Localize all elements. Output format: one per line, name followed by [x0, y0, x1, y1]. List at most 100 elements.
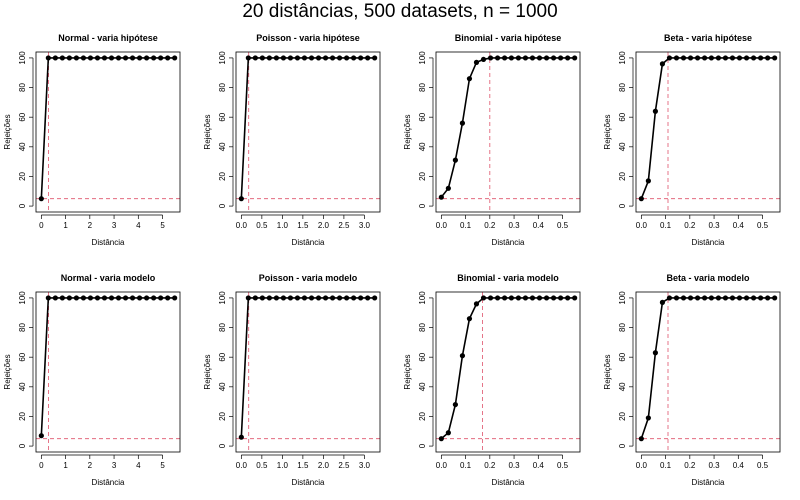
data-point — [729, 295, 736, 301]
data-point — [522, 295, 529, 301]
data-point — [445, 430, 451, 436]
data-point — [466, 316, 473, 322]
data-point — [273, 295, 280, 301]
y-tick-label: 80 — [418, 323, 427, 332]
data-point — [459, 353, 466, 359]
x-tick-label: 0.5 — [256, 461, 268, 470]
data-point — [702, 295, 708, 301]
data-point — [722, 295, 729, 301]
x-tick-label: 0.0 — [236, 221, 248, 230]
data-point — [158, 55, 164, 61]
data-point — [129, 55, 136, 61]
data-point — [750, 295, 757, 301]
x-tick-label: 0.3 — [508, 221, 520, 230]
y-tick-label: 20 — [418, 411, 427, 420]
data-point — [708, 295, 714, 301]
data-point — [66, 295, 73, 301]
data-point — [238, 196, 244, 202]
y-tick-label: 60 — [618, 352, 627, 361]
y-tick-label: 100 — [218, 291, 227, 305]
data-point — [122, 55, 129, 61]
chart-title: Poisson - varia modelo — [259, 273, 358, 283]
data-point — [694, 295, 701, 301]
x-tick-label: 2.0 — [318, 221, 330, 230]
data-point — [772, 55, 778, 61]
data-point — [45, 295, 51, 301]
data-point — [736, 295, 743, 301]
x-tick-label: 0.5 — [557, 221, 569, 230]
y-axis-label: Rejeições — [203, 354, 212, 389]
x-tick-label: 0.0 — [236, 461, 248, 470]
data-point — [315, 295, 322, 301]
x-axis-label: Distância — [92, 238, 125, 247]
data-point — [687, 295, 694, 301]
y-tick-label: 20 — [218, 171, 227, 180]
data-point — [308, 295, 315, 301]
data-point — [280, 55, 287, 61]
data-point — [358, 295, 364, 301]
data-point — [508, 55, 514, 61]
chart-title: Beta - varia hipótese — [664, 33, 752, 43]
data-point — [659, 299, 666, 305]
x-tick-label: 0.4 — [533, 221, 545, 230]
x-tick-label: 0.0 — [636, 221, 648, 230]
data-point — [66, 55, 73, 61]
x-axis-label: Distância — [292, 238, 325, 247]
data-point — [151, 295, 157, 301]
chart-panel-5: Normal - varia modelo 0 1 2 3 4 5 Distância 0 20 4… — [3, 273, 181, 487]
x-tick-label: 0.4 — [733, 221, 745, 230]
data-point — [301, 295, 308, 301]
plot-frame — [235, 291, 381, 453]
y-tick-label: 40 — [618, 382, 627, 391]
data-point — [558, 55, 564, 61]
x-tick-label: 0.2 — [484, 221, 496, 230]
data-point — [238, 434, 244, 440]
data-point — [52, 295, 58, 301]
data-point — [480, 56, 487, 63]
data-point — [294, 295, 301, 301]
data-point — [708, 55, 714, 61]
data-point — [259, 295, 265, 301]
y-tick-label: 80 — [18, 83, 27, 92]
x-axis-label: Distância — [92, 478, 125, 487]
data-point — [87, 295, 94, 301]
data-point — [487, 295, 494, 301]
y-axis-label: Rejeições — [3, 114, 12, 149]
x-axis-label: Distância — [292, 478, 325, 487]
data-point — [452, 401, 458, 408]
y-tick-label: 40 — [218, 382, 227, 391]
x-tick-label: 1.0 — [277, 221, 289, 230]
x-tick-label: 1.5 — [297, 221, 309, 230]
x-tick-label: 3 — [112, 461, 117, 470]
data-point — [572, 55, 578, 61]
data-point — [659, 61, 666, 67]
y-tick-label: 20 — [218, 411, 227, 420]
data-point — [452, 157, 458, 163]
data-point — [101, 295, 108, 301]
x-tick-label: 0.1 — [660, 221, 672, 230]
data-point — [365, 295, 371, 301]
data-point — [694, 55, 701, 61]
data-point — [758, 55, 764, 61]
plot-frame — [235, 51, 381, 213]
data-point — [108, 55, 115, 61]
y-tick-label: 100 — [618, 291, 627, 305]
data-point — [687, 55, 694, 61]
data-point — [122, 295, 129, 301]
data-point — [45, 55, 51, 61]
plot-frame — [435, 51, 581, 213]
series-line — [440, 57, 575, 198]
data-point — [445, 185, 451, 191]
y-axis-label: Rejeições — [3, 354, 12, 389]
x-tick-label: 0.2 — [684, 461, 696, 470]
series-line — [440, 297, 575, 440]
y-tick-label: 100 — [418, 291, 427, 305]
y-tick-label: 40 — [418, 142, 427, 151]
x-tick-label: 3 — [112, 221, 117, 230]
data-point — [494, 55, 501, 61]
data-point — [287, 295, 294, 301]
y-tick-label: 0 — [418, 203, 427, 208]
x-tick-label: 4 — [136, 221, 141, 230]
data-point — [645, 415, 651, 421]
y-tick-label: 0 — [618, 203, 627, 208]
